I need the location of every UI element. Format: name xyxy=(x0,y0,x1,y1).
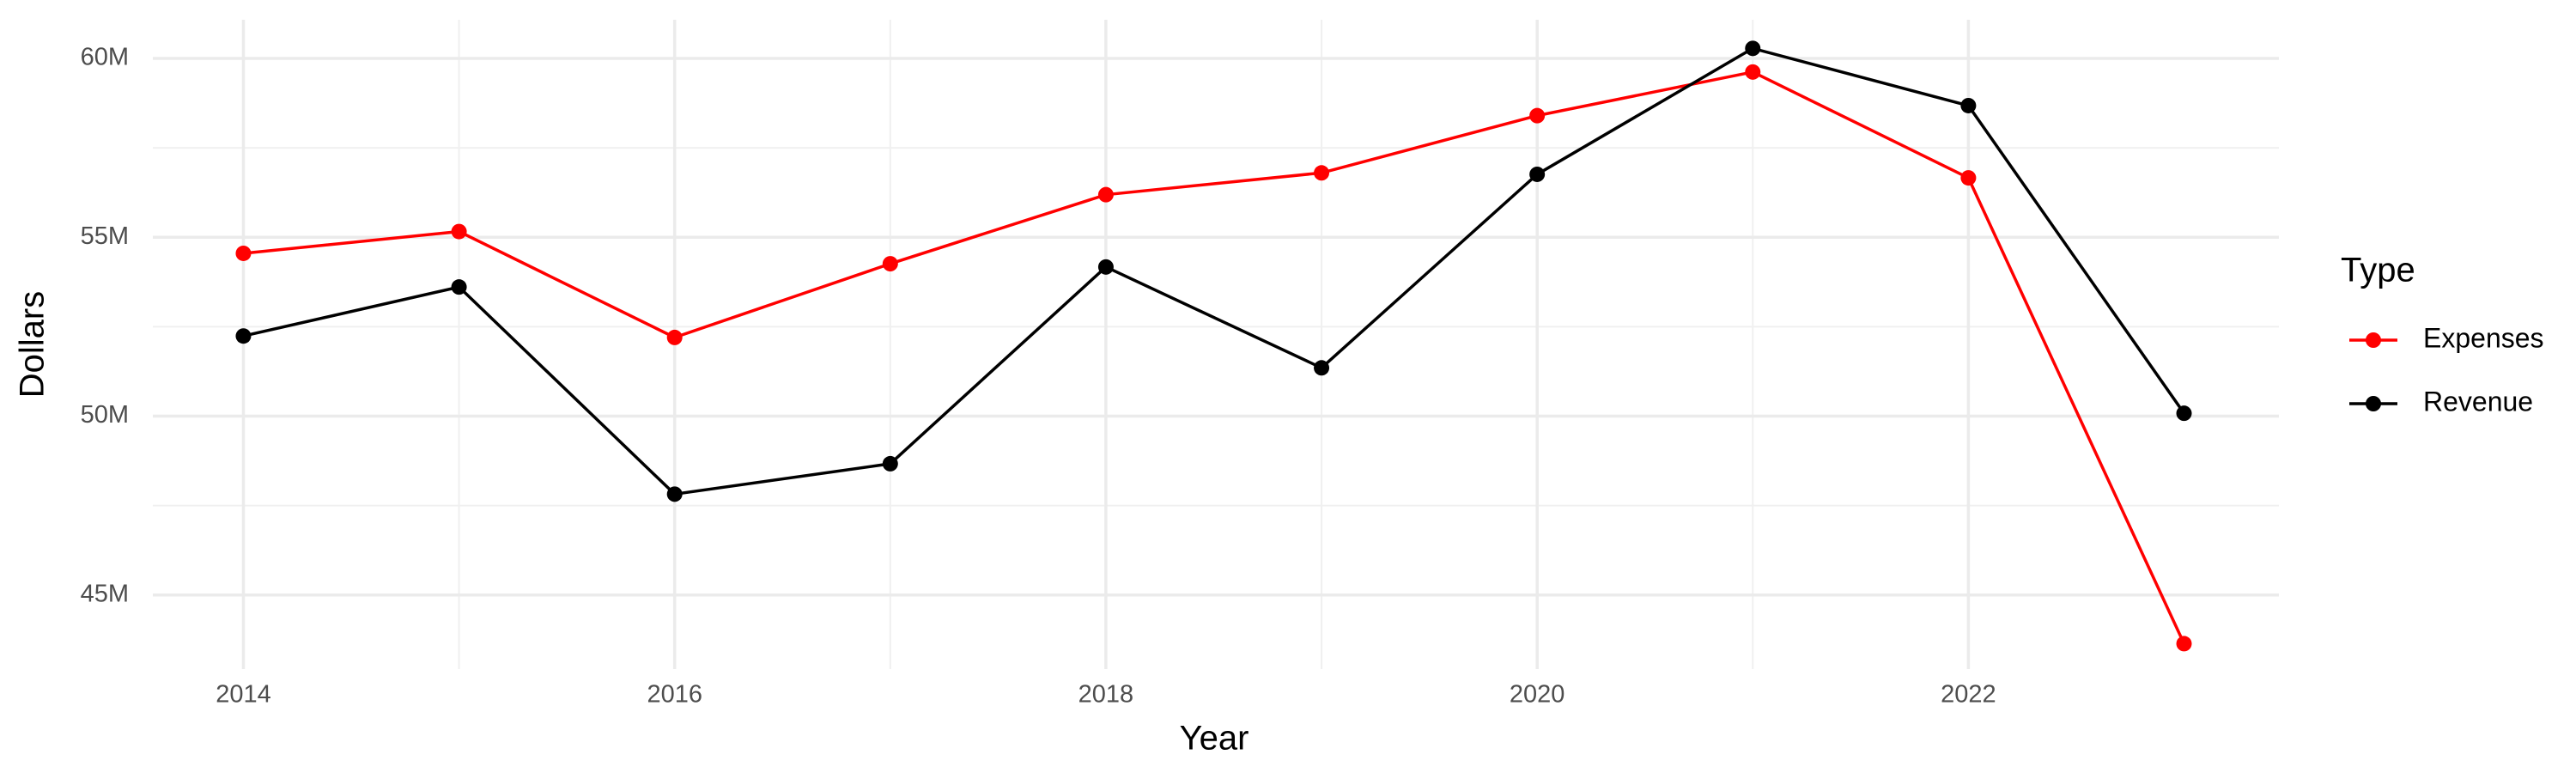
x-tick-label: 2022 xyxy=(1941,681,1996,709)
data-point xyxy=(1314,360,1330,376)
data-point xyxy=(882,455,898,472)
data-point xyxy=(451,279,467,295)
data-point xyxy=(666,486,683,502)
data-point xyxy=(666,329,683,345)
y-tick-label: 60M xyxy=(81,44,129,71)
data-point xyxy=(1745,64,1761,80)
data-point xyxy=(1097,186,1114,203)
data-point xyxy=(882,256,898,272)
data-point xyxy=(451,223,467,240)
data-point xyxy=(1745,40,1761,57)
data-point xyxy=(1529,166,1546,182)
series-line xyxy=(243,46,2185,496)
series-line xyxy=(243,70,2186,645)
data-point xyxy=(2176,405,2192,422)
data-point xyxy=(1960,97,1977,113)
y-tick-label: 45M xyxy=(81,580,129,607)
legend-title: Type xyxy=(2341,252,2415,289)
legend-marker xyxy=(2366,396,2381,411)
x-tick-label: 2020 xyxy=(1510,681,1565,709)
x-axis-title: Year xyxy=(1180,720,1249,758)
y-tick-label: 55M xyxy=(81,222,129,250)
y-axis-title: Dollars xyxy=(14,291,52,398)
legend-label: Expenses xyxy=(2423,322,2544,353)
data-point xyxy=(1529,107,1546,124)
legend-label: Revenue xyxy=(2423,386,2533,417)
x-tick-label: 2014 xyxy=(216,681,271,709)
data-point xyxy=(235,245,252,261)
data-point xyxy=(1097,259,1114,275)
x-tick-label: 2018 xyxy=(1078,681,1134,709)
legend-marker xyxy=(2366,332,2381,348)
data-point xyxy=(235,328,252,344)
data-point xyxy=(1314,165,1330,181)
data-point xyxy=(1960,170,1977,186)
y-tick-label: 50M xyxy=(81,401,129,429)
x-tick-label: 2016 xyxy=(647,681,702,709)
data-point xyxy=(2176,636,2192,652)
